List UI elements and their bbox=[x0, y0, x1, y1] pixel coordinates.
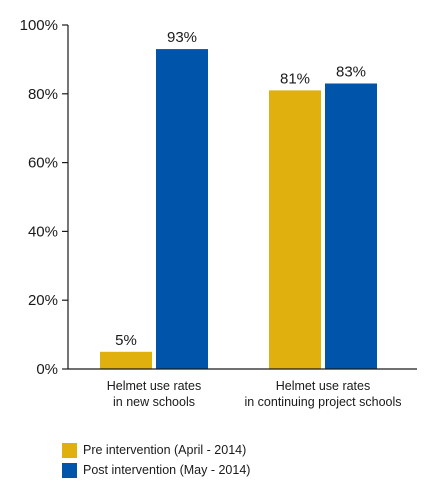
y-tick-label: 80% bbox=[28, 86, 58, 103]
legend-item-pre: Pre intervention (April - 2014) bbox=[62, 440, 422, 460]
legend-swatch-pre bbox=[62, 442, 77, 458]
legend-label-pre: Pre intervention (April - 2014) bbox=[83, 443, 247, 457]
data-label: 5% bbox=[115, 332, 137, 349]
data-label: 83% bbox=[336, 63, 366, 80]
bar-pre-1 bbox=[269, 90, 321, 370]
bar-post-0 bbox=[156, 49, 208, 370]
y-tick-label: 0% bbox=[36, 361, 58, 378]
y-tick-label: 100% bbox=[20, 17, 58, 34]
bar-chart: 0% 20% 40% 60% 80% 100% 5% 93% Helmet use rates… bbox=[20, 17, 417, 409]
category-label: in continuing project schools bbox=[244, 395, 401, 409]
data-label: 93% bbox=[167, 29, 197, 46]
legend-label-post: Post intervention (May - 2014) bbox=[83, 463, 251, 477]
category-label: Helmet use rates bbox=[107, 379, 201, 393]
legend-item-post: Post intervention (May - 2014) bbox=[62, 460, 422, 480]
y-tick-label: 60% bbox=[28, 155, 58, 172]
bar-post-1 bbox=[325, 83, 377, 369]
data-label: 81% bbox=[280, 70, 310, 87]
y-tick-label: 20% bbox=[28, 292, 58, 309]
legend: Pre intervention (April - 2014) Post int… bbox=[62, 440, 422, 480]
bar-pre-0 bbox=[100, 351, 152, 369]
y-tick-label: 40% bbox=[28, 223, 58, 240]
category-label: Helmet use rates bbox=[276, 379, 370, 393]
category-label: in new schools bbox=[113, 395, 195, 409]
legend-swatch-post bbox=[62, 462, 77, 478]
